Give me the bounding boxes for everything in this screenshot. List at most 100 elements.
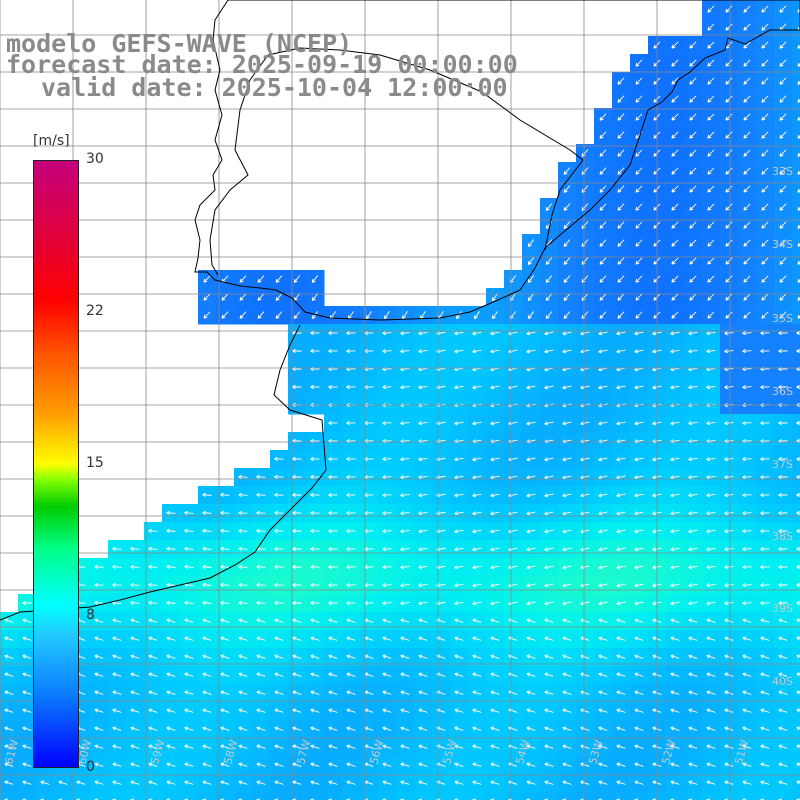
wind-cell bbox=[18, 792, 37, 800]
wind-arrow bbox=[402, 311, 408, 320]
wind-arrow bbox=[310, 456, 320, 462]
wind-cell bbox=[162, 792, 181, 800]
wind-arrow bbox=[779, 113, 787, 121]
wind-arrow bbox=[454, 457, 464, 462]
wind-arrow bbox=[725, 59, 733, 67]
wind-arrow bbox=[724, 457, 734, 462]
wind-cell bbox=[792, 126, 800, 145]
latitude-label: 37S bbox=[772, 458, 793, 471]
wind-arrow bbox=[761, 5, 769, 13]
wind-arrow bbox=[382, 475, 392, 480]
wind-cell bbox=[792, 522, 800, 541]
wind-arrow bbox=[238, 474, 248, 479]
wind-arrow bbox=[635, 293, 643, 301]
wind-arrow bbox=[635, 239, 643, 247]
wind-arrow bbox=[671, 95, 679, 103]
wind-arrow bbox=[635, 275, 643, 283]
wind-arrow bbox=[382, 331, 392, 336]
wind-cell bbox=[360, 792, 379, 800]
wind-arrow bbox=[293, 275, 301, 283]
wind-arrow bbox=[761, 257, 769, 265]
wind-cell bbox=[414, 792, 433, 800]
wind-arrow bbox=[743, 149, 751, 157]
wind-arrow bbox=[670, 457, 680, 462]
colorbar-label-8: 8 bbox=[86, 607, 95, 623]
wind-arrow bbox=[384, 311, 390, 320]
wind-arrow bbox=[221, 293, 229, 301]
wind-arrow bbox=[760, 349, 770, 354]
latitude-label: 39S bbox=[772, 602, 793, 615]
wind-arrow bbox=[563, 293, 571, 301]
wind-cell bbox=[792, 216, 800, 235]
wind-arrow bbox=[689, 275, 697, 283]
wind-arrow bbox=[725, 77, 733, 85]
wind-arrow bbox=[527, 257, 535, 265]
wind-arrow bbox=[671, 239, 679, 247]
wind-cell bbox=[522, 792, 541, 800]
wind-arrow bbox=[257, 293, 265, 301]
wind-arrow bbox=[742, 385, 752, 390]
wind-cell bbox=[270, 792, 289, 800]
wind-arrow bbox=[598, 331, 608, 336]
wind-arrow bbox=[454, 421, 464, 426]
wind-arrow bbox=[292, 492, 302, 498]
wind-arrow bbox=[779, 77, 787, 85]
wind-arrow bbox=[743, 59, 751, 67]
wind-cell bbox=[792, 270, 800, 289]
wind-arrow bbox=[743, 77, 751, 85]
wind-arrow bbox=[689, 203, 697, 211]
wind-arrow bbox=[239, 311, 247, 319]
wind-arrow bbox=[310, 474, 320, 480]
wind-cell bbox=[468, 792, 487, 800]
wind-cell bbox=[774, 792, 793, 800]
wind-arrow bbox=[454, 349, 464, 354]
wind-arrow bbox=[779, 41, 787, 49]
wind-arrow bbox=[400, 493, 410, 498]
wind-arrow bbox=[761, 185, 769, 193]
wind-arrow bbox=[778, 456, 788, 462]
wind-arrow bbox=[635, 311, 643, 319]
wind-arrow bbox=[725, 185, 733, 193]
wind-arrow bbox=[689, 293, 697, 301]
wind-arrow bbox=[724, 349, 734, 354]
wind-arrow bbox=[328, 348, 338, 354]
wind-arrow bbox=[580, 385, 590, 390]
wind-arrow bbox=[707, 77, 715, 85]
wind-arrow bbox=[743, 185, 751, 193]
wind-arrow bbox=[689, 311, 697, 319]
wind-arrow bbox=[671, 131, 679, 139]
wind-arrow bbox=[617, 185, 625, 193]
wind-arrow bbox=[724, 493, 734, 498]
wind-arrow bbox=[635, 203, 643, 211]
wind-arrow bbox=[725, 95, 733, 103]
wind-arrow bbox=[617, 293, 625, 301]
wind-arrow bbox=[563, 185, 571, 193]
wind-cell bbox=[630, 792, 649, 800]
wind-arrow bbox=[725, 113, 733, 121]
wind-cell bbox=[432, 792, 451, 800]
wind-arrow bbox=[346, 492, 356, 498]
wind-arrow bbox=[689, 131, 697, 139]
wind-arrow bbox=[778, 492, 788, 498]
wind-arrow bbox=[635, 149, 643, 157]
wind-arrow bbox=[617, 77, 625, 85]
wind-arrow bbox=[707, 293, 715, 301]
wind-arrow bbox=[689, 41, 697, 49]
wind-arrow bbox=[725, 167, 733, 175]
wind-arrow bbox=[418, 349, 428, 354]
wind-arrow bbox=[671, 77, 679, 85]
wind-arrow bbox=[707, 275, 715, 283]
wind-arrow bbox=[490, 457, 500, 462]
wind-arrow bbox=[779, 149, 787, 157]
wind-arrow bbox=[526, 493, 536, 498]
wind-arrow bbox=[599, 221, 607, 229]
wind-arrow bbox=[580, 421, 590, 426]
wind-arrow bbox=[599, 203, 607, 211]
wind-arrow bbox=[743, 257, 751, 265]
wind-arrow bbox=[779, 239, 787, 247]
wind-arrow bbox=[761, 311, 769, 319]
wind-arrow bbox=[526, 331, 536, 336]
wind-arrow bbox=[544, 385, 554, 390]
wind-arrow bbox=[563, 275, 571, 283]
wind-arrow bbox=[400, 331, 410, 336]
